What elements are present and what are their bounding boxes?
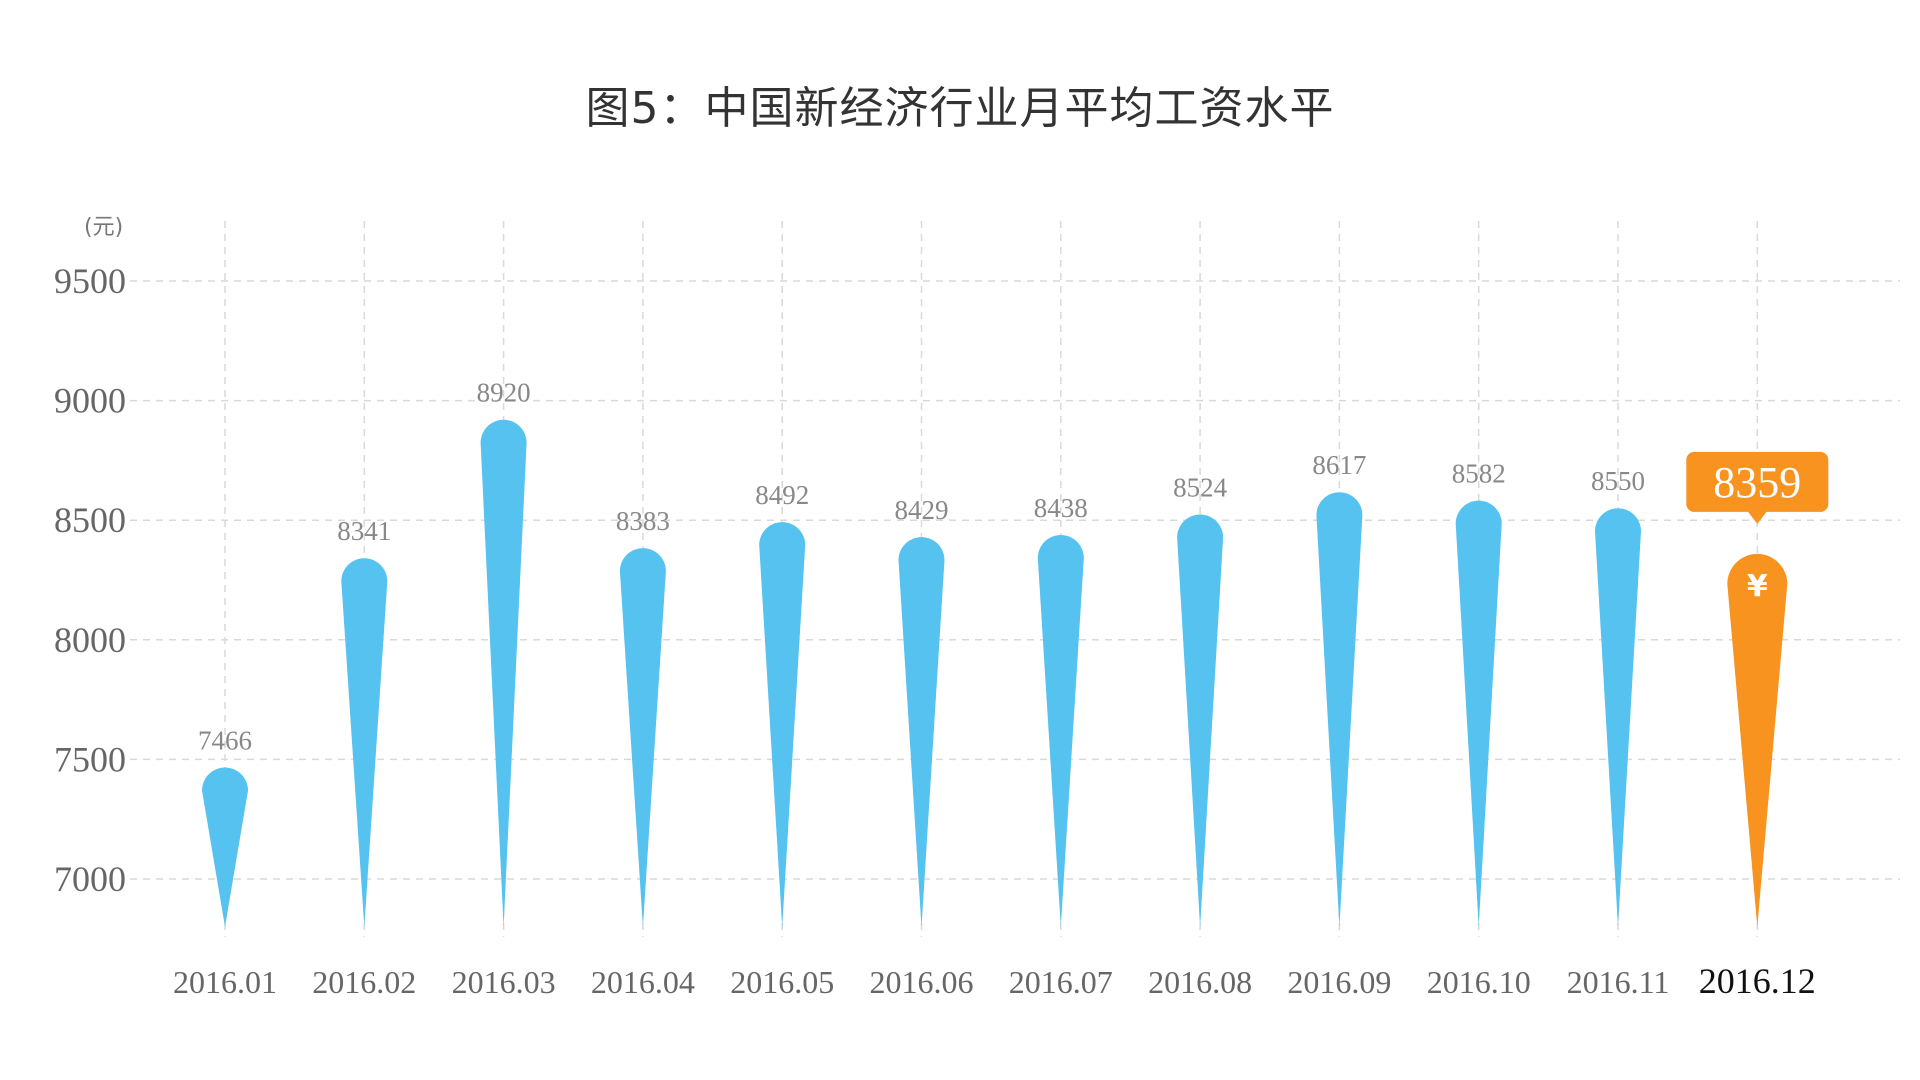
bars-layer [202, 419, 1788, 927]
y-tick-label: 9000 [54, 381, 126, 421]
bar [1455, 500, 1502, 927]
x-tick-label: 2016.09 [1287, 964, 1391, 1000]
x-tick-label: 2016.01 [173, 964, 277, 1000]
data-label: 8582 [1452, 459, 1506, 489]
value-callout [1686, 451, 1829, 512]
data-label: 8617 [1312, 450, 1366, 480]
y-axis: (元) 7000 7500 8000 8500 9000 9500 [54, 215, 126, 899]
bar [1177, 514, 1224, 927]
x-tick-label: 2016.11 [1567, 964, 1670, 1000]
data-label: 8550 [1591, 466, 1645, 496]
yen-icon: ¥ [1747, 569, 1768, 604]
value-callout-pointer [1747, 510, 1768, 524]
data-label-highlight: 8359 [1713, 458, 1801, 507]
data-label: 8341 [337, 516, 391, 546]
x-tick-label: 2016.10 [1427, 964, 1531, 1000]
data-label: 7466 [198, 726, 252, 756]
y-tick-label: 7000 [54, 859, 126, 899]
y-tick-label: 8000 [54, 620, 126, 660]
x-tick-label: 2016.12 [1699, 961, 1816, 1001]
chart-title: 图5：中国新经济行业月平均工资水平 [585, 83, 1335, 134]
bar [341, 558, 388, 927]
bar [619, 548, 666, 927]
data-label: 8383 [616, 506, 670, 536]
bar [759, 522, 806, 927]
bar [898, 537, 945, 927]
bar [1037, 535, 1084, 927]
y-axis-unit-label: (元) [84, 215, 123, 240]
data-label: 8524 [1173, 472, 1228, 502]
y-tick-label: 9500 [54, 261, 126, 301]
x-tick-label: 2016.06 [870, 964, 974, 1000]
x-tick-label: 2016.02 [312, 964, 416, 1000]
bar [1316, 492, 1363, 927]
labels-layer: 2016.01 7466 2016.02 8341 2016.03 8920 2016.04… [173, 378, 1829, 1001]
x-tick-label: 2016.07 [1009, 964, 1113, 1000]
y-tick-label: 8500 [54, 500, 126, 540]
x-tick-label: 2016.05 [730, 964, 834, 1000]
bar-highlight [1727, 553, 1788, 927]
data-label: 8492 [755, 480, 809, 510]
data-label: 8429 [895, 495, 949, 525]
x-tick-label: 2016.03 [452, 964, 556, 1000]
bar [1595, 508, 1641, 927]
x-tick-label: 2016.08 [1148, 964, 1252, 1000]
y-tick-label: 7500 [54, 739, 126, 779]
bar [202, 767, 248, 927]
data-label: 8438 [1034, 493, 1088, 523]
x-tick-label: 2016.04 [591, 964, 695, 1000]
data-label: 8920 [477, 378, 531, 408]
bar [480, 419, 527, 927]
